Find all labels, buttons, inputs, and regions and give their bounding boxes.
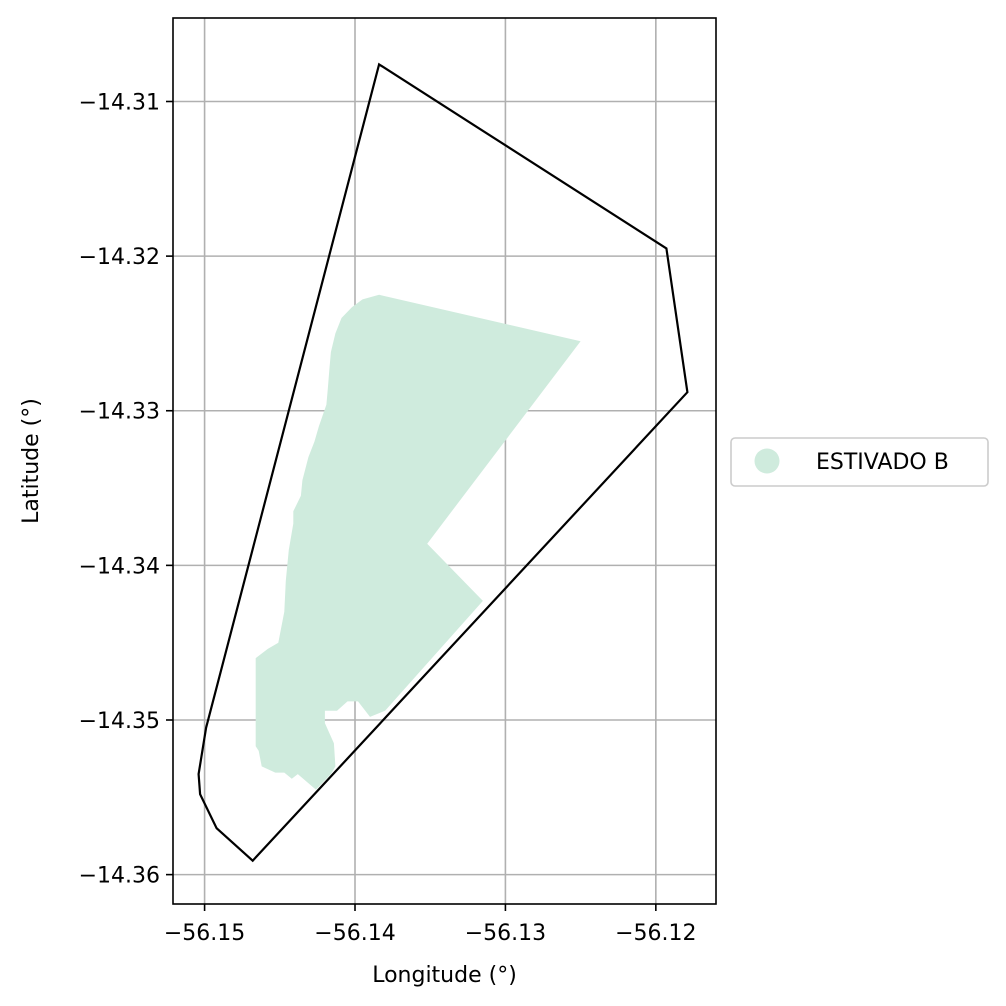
y-tick-label: −14.31 bbox=[79, 90, 160, 115]
x-tick-label: −56.14 bbox=[314, 921, 395, 946]
legend: ESTIVADO B bbox=[730, 437, 989, 487]
axes-frame bbox=[172, 17, 717, 905]
legend-label-estivado-b: ESTIVADO B bbox=[816, 450, 949, 475]
boundary-outline bbox=[197, 62, 689, 863]
y-tick-label: −14.34 bbox=[79, 554, 160, 579]
region-estivado-b bbox=[255, 294, 581, 790]
x-tick-label: −56.13 bbox=[465, 921, 546, 946]
x-axis-label: Longitude (°) bbox=[372, 963, 517, 988]
ticks: −56.15 −56.14 −56.13 −56.12 −14.31 −14.32 −14.… bbox=[79, 90, 697, 946]
legend-frame bbox=[730, 437, 989, 487]
y-tick-label: −14.36 bbox=[79, 864, 160, 889]
x-tick-label: −56.12 bbox=[615, 921, 696, 946]
grid bbox=[173, 18, 716, 904]
region-layer bbox=[255, 294, 581, 790]
legend-marker-estivado-b bbox=[754, 448, 780, 474]
boundary-layer bbox=[197, 62, 689, 863]
y-tick-label: −14.35 bbox=[79, 709, 160, 734]
y-axis-label: Latitude (°) bbox=[19, 398, 44, 524]
x-tick-label: −56.15 bbox=[164, 921, 245, 946]
y-tick-label: −14.33 bbox=[79, 400, 160, 425]
y-tick-label: −14.32 bbox=[79, 245, 160, 270]
